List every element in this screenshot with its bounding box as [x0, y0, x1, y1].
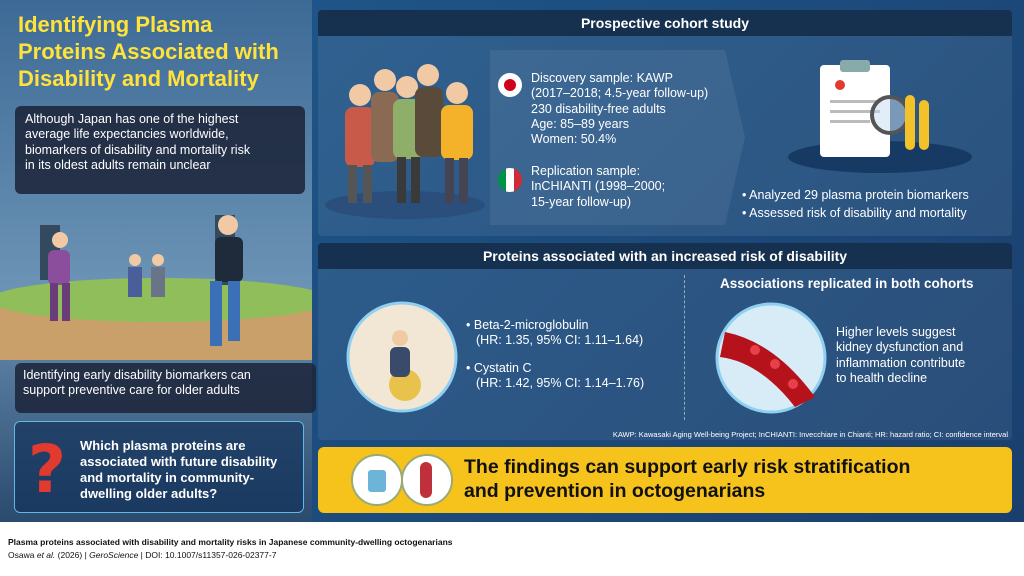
- replicated-line: inflammation contribute: [836, 355, 966, 370]
- bullet: • Analyzed 29 plasma protein biomarkers: [742, 188, 969, 202]
- divider: [684, 275, 685, 420]
- citation-authors: Osawa: [8, 550, 35, 561]
- question-line: and mortality in community-: [80, 469, 255, 485]
- intro-line: biomarkers of disability and mortality r…: [25, 142, 251, 157]
- cohort-illustration: [325, 50, 745, 225]
- replicated-line: Higher levels suggest: [836, 325, 956, 339]
- discovery-line: Age: 85–89 years: [531, 116, 629, 131]
- replicated-heading: Associations replicated in both cohorts: [720, 276, 974, 291]
- svg-text:?: ?: [28, 436, 66, 502]
- citation-etal: et al.: [36, 550, 56, 561]
- citation-year: (2026) |: [55, 550, 90, 561]
- protein-name: Beta-2-microglobulin: [473, 318, 589, 332]
- protein: • Cystatin C: [466, 360, 532, 375]
- discovery: Discovery sample: KAWP (2017–2018; 4.5-y…: [531, 71, 708, 147]
- note-line: Identifying early disability biomarkers …: [23, 368, 251, 382]
- replication: Replication sample: InCHIANTI (1998–2000…: [531, 164, 665, 210]
- replicated-text: Higher levels suggest kidney dysfunction…: [836, 325, 965, 386]
- note-box: Identifying early disability biomarkers …: [15, 363, 316, 413]
- cohort-bullets: • Analyzed 29 plasma protein biomarkers …: [742, 188, 969, 222]
- intro-box: Although Japan has one of the highest av…: [15, 106, 305, 194]
- citation-doi: | DOI: 10.1007/s11357-026-02377-7: [138, 550, 277, 561]
- replication-line: 15-year follow-up): [531, 194, 632, 209]
- bullet-text: Analyzed 29 plasma protein biomarkers: [749, 188, 969, 202]
- intro-line: in its oldest adults remain unclear: [25, 157, 211, 172]
- conclusion-line: The findings can support early risk stra…: [464, 456, 911, 478]
- caption: Plasma proteins associated with disabili…: [8, 537, 453, 561]
- title-line: Identifying Plasma: [18, 12, 213, 37]
- discovery-line: 230 disability-free adults: [531, 101, 666, 116]
- caption-title: Plasma proteins associated with disabili…: [8, 537, 453, 547]
- discovery-line: (2017–2018; 4.5-year follow-up): [531, 86, 709, 101]
- vessel-illustration: [715, 302, 827, 414]
- replicated-line: kidney dysfunction and: [836, 340, 964, 355]
- protein-hr: (HR: 1.35, 95% CI: 1.11–1.64): [476, 333, 644, 348]
- bullet-text: Assessed risk of disability and mortalit…: [749, 206, 967, 221]
- footnote: KAWP: Kawasaki Aging Well-being Project;…: [612, 430, 1008, 439]
- park-illustration: [0, 215, 312, 360]
- exercise-illustration: [346, 301, 458, 413]
- cohort-heading: Prospective cohort study: [318, 10, 1012, 36]
- protein: • Beta-2-microglobulin: [466, 318, 589, 332]
- replicated-line: to health decline: [836, 370, 928, 385]
- disability-heading: Proteins associated with an increased ri…: [318, 243, 1012, 269]
- title-line: Proteins Associated with: [18, 38, 279, 64]
- title: Identifying Plasma Proteins Associated w…: [18, 12, 279, 92]
- clipboard-illustration: [788, 60, 972, 173]
- discovery-line: Discovery sample: KAWP: [531, 71, 673, 85]
- question: Which plasma proteins are associated wit…: [80, 438, 277, 501]
- proteins: • Beta-2-microglobulin (HR: 1.35, 95% CI…: [466, 318, 644, 391]
- protein-hr: (HR: 1.42, 95% CI: 1.14–1.76): [476, 375, 645, 390]
- question-line: dwelling older adults?: [80, 485, 218, 501]
- replication-line: Replication sample:: [531, 164, 641, 178]
- citation-journal: GeroScience: [89, 550, 139, 561]
- conclusion-icons: [351, 454, 453, 506]
- note-line: support preventive care for older adults: [23, 383, 240, 398]
- citation: Osawa et al. (2026) | GeroScience | DOI:…: [8, 550, 453, 560]
- discovery-line: Women: 50.4%: [531, 132, 617, 146]
- question-box: [14, 421, 304, 513]
- replication-line: InCHIANTI (1998–2000;: [531, 179, 666, 194]
- question-line: associated with future disability: [80, 453, 278, 469]
- intro-line: average life expectancies worldwide,: [25, 127, 229, 142]
- question-icon: ?: [28, 436, 66, 502]
- conclusion-line: and prevention in octogenarians: [464, 479, 766, 502]
- conclusion: The findings can support early risk stra…: [464, 456, 910, 504]
- title-line: Disability and Mortality: [18, 65, 259, 91]
- bullet: • Assessed risk of disability and mortal…: [742, 206, 967, 221]
- question-line: Which plasma proteins are: [80, 438, 246, 453]
- protein-name: Cystatin C: [473, 360, 532, 375]
- intro-line: Although Japan has one of the highest: [25, 112, 239, 126]
